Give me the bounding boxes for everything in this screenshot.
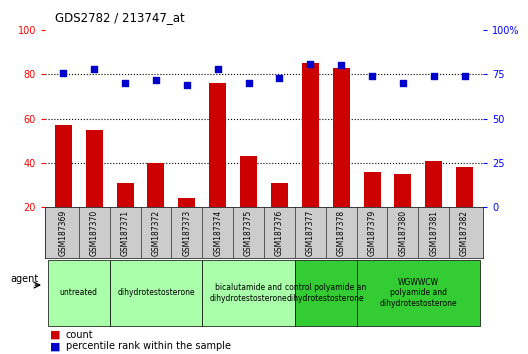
Text: ■: ■ <box>50 330 61 339</box>
Text: GDS2782 / 213747_at: GDS2782 / 213747_at <box>55 11 185 24</box>
Point <box>213 66 222 72</box>
Text: GSM187370: GSM187370 <box>90 210 99 256</box>
Bar <box>394 174 411 207</box>
Point <box>244 80 253 86</box>
Text: GSM187380: GSM187380 <box>399 210 408 256</box>
Bar <box>295 260 356 326</box>
Text: GSM187373: GSM187373 <box>182 210 191 256</box>
Point <box>275 75 284 81</box>
Bar <box>333 68 350 207</box>
Text: GSM187374: GSM187374 <box>213 210 222 256</box>
Bar <box>456 167 473 207</box>
Text: percentile rank within the sample: percentile rank within the sample <box>66 341 231 351</box>
Point <box>337 63 345 68</box>
Bar <box>302 63 319 207</box>
Text: GSM187375: GSM187375 <box>244 210 253 256</box>
Text: GSM187369: GSM187369 <box>59 210 68 256</box>
Bar <box>55 125 72 207</box>
Text: GSM187376: GSM187376 <box>275 210 284 256</box>
Point <box>460 73 469 79</box>
Bar <box>110 260 202 326</box>
Text: GSM187377: GSM187377 <box>306 210 315 256</box>
Bar <box>86 130 103 207</box>
Bar <box>240 156 257 207</box>
Point <box>399 80 407 86</box>
Text: untreated: untreated <box>60 289 98 297</box>
Text: dihydrotestosterone: dihydrotestosterone <box>117 289 195 297</box>
Point <box>90 66 99 72</box>
Point <box>152 77 160 82</box>
Text: WGWWCW
polyamide and
dihydrotestosterone: WGWWCW polyamide and dihydrotestosterone <box>380 278 457 308</box>
Point <box>429 73 438 79</box>
Bar <box>202 260 295 326</box>
Text: GSM187372: GSM187372 <box>152 210 161 256</box>
Text: GSM187378: GSM187378 <box>337 210 346 256</box>
Bar <box>364 172 381 207</box>
Bar <box>178 198 195 207</box>
Point <box>306 61 315 67</box>
Bar <box>209 83 226 207</box>
Text: agent: agent <box>11 274 39 284</box>
Point <box>59 70 68 75</box>
Point <box>121 80 129 86</box>
Text: GSM187381: GSM187381 <box>429 210 438 256</box>
Text: control polyamide an
dihydrotestosterone: control polyamide an dihydrotestosterone <box>285 283 366 303</box>
Bar <box>356 260 480 326</box>
Point <box>183 82 191 88</box>
Text: count: count <box>66 330 93 339</box>
Bar <box>48 260 110 326</box>
Text: GSM187379: GSM187379 <box>367 210 376 256</box>
Text: bicalutamide and
dihydrotestosterone: bicalutamide and dihydrotestosterone <box>210 283 287 303</box>
Text: GSM187382: GSM187382 <box>460 210 469 256</box>
Text: GSM187371: GSM187371 <box>120 210 129 256</box>
Bar <box>271 183 288 207</box>
Point <box>368 73 376 79</box>
Bar <box>147 163 164 207</box>
Bar <box>425 161 442 207</box>
Text: ■: ■ <box>50 341 61 351</box>
Bar <box>117 183 134 207</box>
